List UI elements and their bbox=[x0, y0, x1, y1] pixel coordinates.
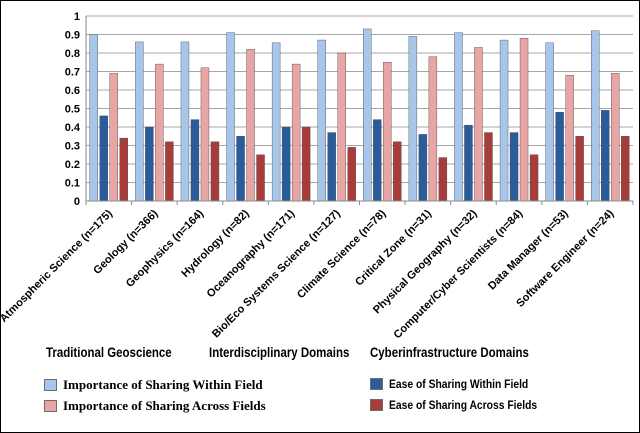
y-tick-label: 0.2 bbox=[65, 159, 80, 171]
bar bbox=[145, 126, 154, 202]
bar bbox=[509, 132, 519, 202]
legend-swatch bbox=[370, 378, 383, 390]
y-tick-label: 0.9 bbox=[65, 30, 80, 42]
bar bbox=[271, 42, 281, 202]
bar bbox=[190, 119, 200, 202]
y-tick-label: 0.3 bbox=[65, 141, 80, 153]
bar bbox=[611, 73, 620, 202]
bar bbox=[454, 32, 463, 202]
bar bbox=[99, 115, 108, 202]
x-tick-label: Oceanography (n=171) bbox=[205, 207, 298, 300]
bar bbox=[428, 56, 438, 202]
bar bbox=[180, 41, 190, 202]
bar bbox=[529, 154, 539, 202]
bar bbox=[226, 32, 235, 202]
y-tick-label: 0.7 bbox=[65, 67, 80, 79]
y-tick-label: 0 bbox=[74, 196, 80, 208]
bar bbox=[438, 157, 448, 202]
bar bbox=[575, 136, 584, 202]
bar bbox=[89, 34, 98, 202]
bar bbox=[109, 73, 118, 202]
bar bbox=[347, 147, 356, 202]
x-tick-label: Data Manager (n=53) bbox=[486, 207, 571, 292]
bar bbox=[135, 41, 144, 202]
y-tick-label: 0.4 bbox=[65, 122, 81, 134]
y-tick-label: 0.1 bbox=[65, 178, 80, 190]
x-tick-labels: Atmospheric Science (n=175)Geology (n=36… bbox=[0, 207, 617, 341]
legend-label: Ease of Sharing Within Field bbox=[389, 377, 529, 391]
bar bbox=[621, 136, 630, 202]
group-label-traditional-geoscience: Traditional Geoscience bbox=[46, 344, 172, 360]
bar bbox=[474, 47, 483, 202]
legend-label: Importance of Sharing Across Fields bbox=[63, 398, 266, 413]
x-tick-label: Geophysics (n=164) bbox=[124, 207, 206, 289]
bar bbox=[499, 39, 509, 202]
bar bbox=[119, 137, 128, 202]
bar bbox=[601, 110, 610, 202]
legend-label: Ease of Sharing Across Fields bbox=[389, 398, 538, 412]
gridlines bbox=[86, 15, 633, 183]
bar bbox=[200, 67, 210, 202]
legend-item-importance-within: Importance of Sharing Within Field bbox=[44, 377, 263, 393]
bar bbox=[565, 74, 574, 202]
bar bbox=[555, 111, 564, 202]
bar bbox=[337, 52, 346, 202]
y-tick-label: 0.5 bbox=[65, 104, 80, 116]
x-tick-label: Critical Zone (n=31) bbox=[353, 207, 434, 288]
legend-item-ease-within: Ease of Sharing Within Field bbox=[370, 377, 551, 391]
bar bbox=[327, 132, 336, 202]
bar bbox=[291, 63, 301, 202]
legend-item-ease-across: Ease of Sharing Across Fields bbox=[370, 398, 561, 412]
y-tick-label: 0.8 bbox=[65, 48, 80, 60]
bar bbox=[383, 62, 392, 202]
legend-swatch bbox=[44, 379, 57, 391]
axes bbox=[85, 16, 634, 205]
y-tick-label: 1 bbox=[74, 11, 80, 23]
legend-swatch bbox=[370, 399, 383, 411]
x-tick-label: Climate Science (n=78) bbox=[295, 207, 389, 301]
bar bbox=[281, 126, 291, 202]
bar bbox=[236, 136, 245, 202]
bar bbox=[155, 63, 164, 202]
legend-item-importance-across: Importance of Sharing Across Fields bbox=[44, 398, 266, 414]
legend-label: Importance of Sharing Within Field bbox=[63, 377, 263, 392]
y-tick-labels: 0 0.1 0.2 0.3 0.4 0.5 0.6 0.7 0.8 0.9 1 bbox=[65, 11, 81, 208]
bar bbox=[591, 30, 600, 202]
bar bbox=[484, 132, 493, 202]
bar bbox=[393, 141, 402, 202]
bar bbox=[418, 134, 428, 202]
bar bbox=[363, 28, 372, 202]
bar bbox=[301, 126, 311, 202]
x-tick-label: Software Engineer (n=24) bbox=[514, 207, 616, 309]
legend-swatch bbox=[44, 400, 57, 412]
bar bbox=[210, 141, 220, 202]
bars bbox=[89, 28, 630, 202]
bar bbox=[464, 124, 473, 202]
bar bbox=[373, 119, 382, 202]
bar bbox=[256, 154, 265, 202]
bar bbox=[408, 36, 418, 202]
group-label-cyberinfrastructure-domains: Cyberinfrastructure Domains bbox=[370, 344, 529, 360]
bar bbox=[317, 39, 326, 202]
bar bbox=[165, 141, 174, 202]
y-tick-label: 0.6 bbox=[65, 85, 80, 97]
bar bbox=[246, 49, 255, 202]
group-label-interdisciplinary-domains: Interdisciplinary Domains bbox=[209, 344, 350, 360]
bar bbox=[519, 38, 529, 202]
bar bbox=[545, 42, 554, 202]
